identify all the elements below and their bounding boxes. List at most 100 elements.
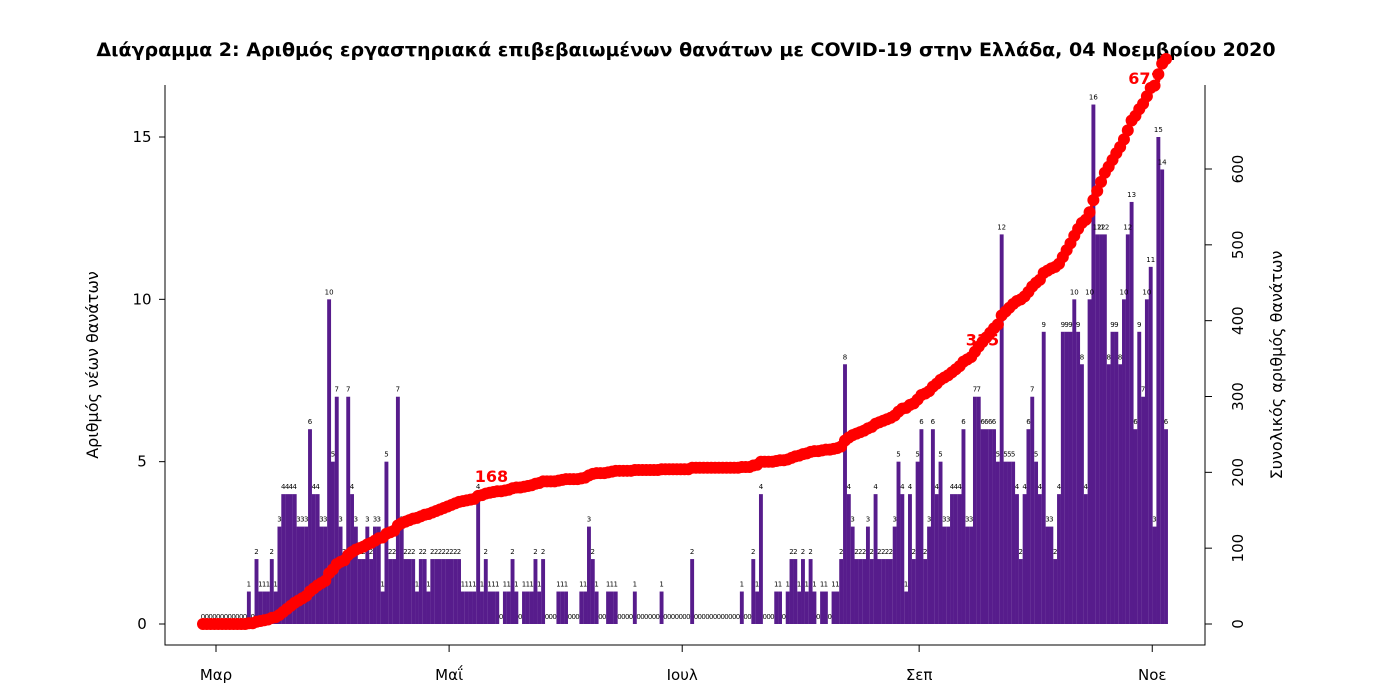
- bar: [774, 591, 779, 624]
- bar: [835, 591, 840, 624]
- bar-value-label: 0: [571, 613, 575, 621]
- bar-value-label: 0: [575, 613, 579, 621]
- bar-value-label: 1: [514, 581, 518, 589]
- bar-value-label: 0: [736, 613, 740, 621]
- cumulative-point: [991, 318, 1004, 331]
- bar-value-label: 0: [663, 613, 667, 621]
- bar-value-label: 4: [847, 483, 852, 491]
- bar-value-label: 7: [1030, 386, 1034, 394]
- bar: [758, 494, 763, 624]
- bar: [319, 526, 324, 624]
- bar: [491, 591, 496, 624]
- bar-value-label: 4: [350, 483, 355, 491]
- bar-value-label: 2: [690, 548, 694, 556]
- bar: [1160, 169, 1165, 624]
- bar-value-label: 0: [698, 613, 702, 621]
- bar-value-label: 0: [701, 613, 705, 621]
- y-axis-left: 0 5 10 15: [132, 128, 165, 633]
- bar: [950, 494, 954, 624]
- bar: [923, 559, 928, 624]
- bar: [812, 591, 817, 624]
- bar-value-label: 2: [889, 548, 893, 556]
- y-tick-label: 10: [132, 290, 151, 308]
- bar-value-label: 0: [816, 613, 820, 621]
- bar-value-label: 0: [216, 613, 220, 621]
- annotation-168: 168: [475, 467, 508, 486]
- bar: [1118, 364, 1123, 624]
- bar-value-label: 3: [892, 516, 896, 524]
- bar-value-label: 1: [495, 581, 499, 589]
- daily-deaths-bars: [246, 104, 1168, 625]
- bar-value-label: 5: [1034, 451, 1038, 459]
- bar-value-label: 7: [335, 386, 339, 394]
- bar-value-label: 0: [720, 613, 724, 621]
- bar: [969, 526, 974, 624]
- bar-value-label: 9: [1061, 321, 1065, 329]
- bar-value-label: 2: [419, 548, 423, 556]
- bar-value-label: 6: [931, 418, 936, 426]
- bar-value-label: 2: [858, 548, 862, 556]
- bar-value-label: 5: [896, 451, 900, 459]
- bar-value-label: 0: [678, 613, 682, 621]
- bar: [1072, 299, 1077, 624]
- bar: [422, 559, 427, 624]
- bar-value-label: 1: [380, 581, 384, 589]
- bar: [480, 591, 484, 624]
- cumulative-point: [1087, 194, 1100, 207]
- bar: [785, 591, 790, 624]
- bar: [877, 559, 882, 624]
- bar: [1076, 331, 1081, 624]
- bar: [873, 494, 878, 624]
- bar: [373, 526, 377, 624]
- bar-value-label: 1: [613, 581, 617, 589]
- bar: [850, 526, 855, 624]
- bar: [888, 559, 893, 624]
- bar-value-label: 5: [915, 451, 919, 459]
- bar: [1079, 364, 1084, 624]
- bar-value-label: 0: [717, 613, 721, 621]
- bar-value-label: 1: [560, 581, 564, 589]
- bar: [476, 494, 481, 624]
- bar-value-label: 2: [533, 548, 537, 556]
- bar-value-label: 2: [449, 548, 453, 556]
- bar: [453, 559, 458, 624]
- axes: [164, 85, 1206, 646]
- bar-value-label: 4: [1038, 483, 1043, 491]
- bar-value-label: 1: [824, 581, 828, 589]
- bar: [789, 559, 794, 624]
- bar: [751, 559, 756, 624]
- bar-value-label: 2: [445, 548, 449, 556]
- bar: [411, 559, 416, 624]
- bar: [1022, 494, 1027, 624]
- bar: [1083, 494, 1088, 624]
- bar-value-label: 1: [785, 581, 789, 589]
- bar-value-label: 4: [292, 483, 297, 491]
- bar-value-label: 5: [938, 451, 942, 459]
- bar: [984, 429, 989, 624]
- x-tick-label: Σεπ: [906, 666, 933, 684]
- bar-value-label: 1: [820, 581, 824, 589]
- bar-value-label: 4: [950, 483, 955, 491]
- bar-value-label: 0: [709, 613, 713, 621]
- bar-value-label: 2: [422, 548, 426, 556]
- bar-value-label: 4: [954, 483, 959, 491]
- bar-value-label: 12: [997, 223, 1006, 231]
- bar-value-label: 1: [904, 581, 908, 589]
- cumulative-point: [1083, 206, 1096, 219]
- bar: [823, 591, 828, 624]
- bar-value-label: 2: [254, 548, 258, 556]
- bar-value-label: 0: [621, 613, 625, 621]
- bar-value-label: 3: [969, 516, 973, 524]
- bar-value-label: 0: [743, 613, 747, 621]
- bar-value-label: 0: [763, 613, 767, 621]
- bar-value-label: 6: [988, 418, 993, 426]
- y2-tick-label: 100: [1229, 534, 1247, 563]
- bar-value-label: 0: [208, 613, 212, 621]
- bar-value-label: 0: [747, 613, 751, 621]
- bar-value-label: 10: [1085, 288, 1094, 296]
- y2-tick-label: 0: [1229, 619, 1247, 629]
- bar: [1015, 494, 1019, 624]
- bar-value-label: 1: [415, 581, 419, 589]
- bar-value-label: 2: [484, 548, 488, 556]
